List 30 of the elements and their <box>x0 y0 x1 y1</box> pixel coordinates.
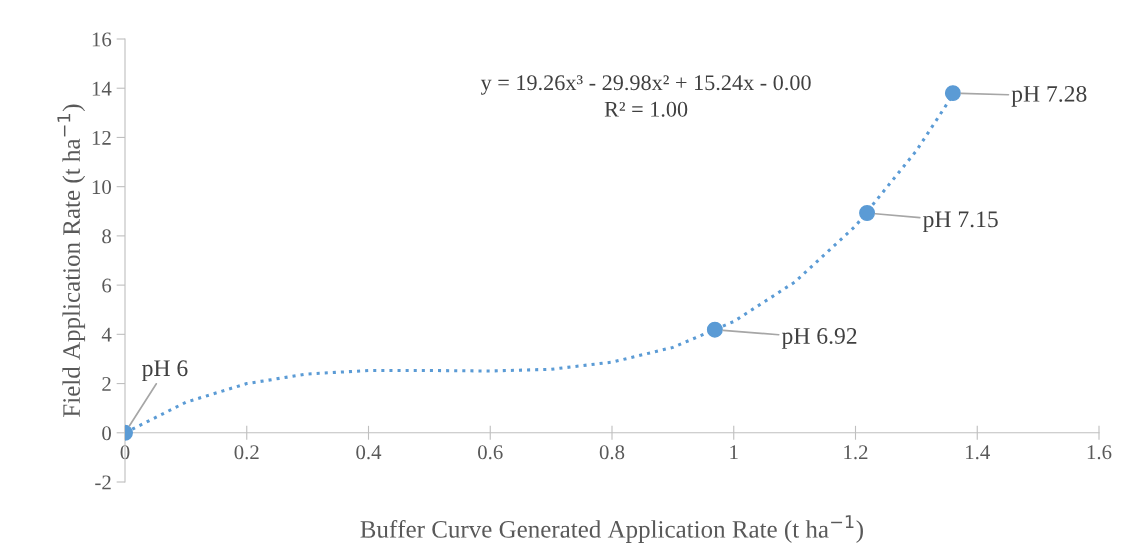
y-tick-label: 0 <box>102 426 112 441</box>
x-tick-label: 1.2 <box>844 445 868 460</box>
x-tick-label: 1.4 <box>966 445 990 460</box>
y-tick-label: 14 <box>92 81 112 96</box>
point <box>859 205 876 221</box>
x-tick-label: 0.2 <box>234 445 259 460</box>
x-tick-label: 1.6 <box>1087 445 1112 460</box>
annotation: R² = 1.00 <box>604 101 688 117</box>
y-tick-label: 6 <box>102 278 112 293</box>
y-axis-title: Field Application Rate (t ha$^{−1}$) <box>57 104 86 417</box>
point <box>944 85 961 102</box>
annotation: pH 6.92 <box>781 328 857 349</box>
y-tick-label: 8 <box>102 229 112 244</box>
x-tick-label: 0.8 <box>599 445 625 460</box>
x-tick-label: 0 <box>120 445 130 460</box>
annotation: pH 6 <box>142 360 188 381</box>
y-tick-label: -2 <box>95 475 111 490</box>
annotation: pH 7.28 <box>1011 85 1087 107</box>
x-axis-title: Buffer Curve Generated Application Rate (t ha$^{−1}$) <box>360 515 863 543</box>
x-tick-label: 1 <box>730 445 738 460</box>
y-tick-label: 4 <box>101 327 112 342</box>
y-tick-label: 10 <box>92 180 112 195</box>
annotation: pH 7.15 <box>923 211 998 233</box>
x-tick-label: 0.6 <box>478 445 503 460</box>
point <box>706 321 723 338</box>
y-tick-label: 12 <box>92 130 111 145</box>
annotation: y = 19.26x³ - 29.98x² + 15.24x - 0.00 <box>480 75 811 95</box>
x-tick-label: 0.4 <box>356 445 382 460</box>
y-tick-label: 16 <box>92 32 112 47</box>
y-tick-label: 2 <box>102 376 111 391</box>
